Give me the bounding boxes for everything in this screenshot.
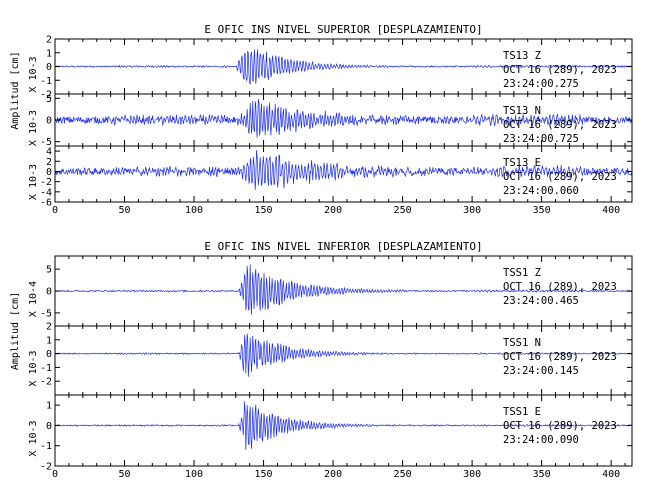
y-tick-label: 1: [46, 401, 52, 412]
chart-title: E OFIC INS NIVEL INFERIOR [DESPLAZAMIENT…: [204, 240, 482, 253]
channel-panel: 420-2-4-6X 10-3 TS13 E OCT 16 (289), 2023 2…: [28, 145, 633, 209]
waveform-trace: [54, 49, 633, 85]
x-tick-label: 350: [533, 205, 551, 216]
y-tick-label: 2: [46, 35, 52, 46]
station-label: TSS1 N: [503, 337, 541, 349]
time-label: 23:24:00.060: [503, 185, 579, 197]
scale-label: X 10-3: [28, 110, 39, 146]
station-label: TS13 E: [503, 157, 541, 169]
x-tick-label: 400: [602, 205, 620, 216]
date-label: OCT 16 (289), 2023: [503, 64, 617, 76]
x-tick-label: 50: [118, 205, 130, 216]
channel-panel: 2 1 0 -1 -2X 10-3 TS13 Z OCT 16 (289), 2023 23:…: [28, 35, 633, 101]
y-tick-label: -5: [40, 308, 52, 319]
y-tick-label: -1: [40, 441, 52, 452]
y-tick-label: 0: [46, 421, 52, 432]
x-tick-label: 250: [394, 469, 412, 480]
scale-label: X 10-3: [28, 164, 39, 200]
date-label: OCT 16 (289), 2023: [503, 281, 617, 293]
waveform-trace: [54, 150, 633, 190]
x-tick-label: 150: [255, 205, 273, 216]
y-tick-label: 5: [46, 265, 52, 276]
panel-frame: [54, 394, 633, 467]
channel-panel: 2 1 0 -1 -2X 10-3 TSS1 N OCT 16 (289), 2023 23:…: [28, 322, 633, 396]
x-tick-label: 0: [52, 469, 58, 480]
time-label: 23:24:00.145: [503, 365, 579, 377]
time-label: 23:24:00.465: [503, 295, 579, 307]
time-label: 23:24:00.275: [503, 78, 579, 90]
y-tick-label: 0: [46, 167, 52, 178]
waveform-trace: [54, 98, 633, 138]
y-tick-label: -6: [40, 198, 52, 209]
chart-title: E OFIC INS NIVEL SUPERIOR [DESPLAZAMIENT…: [204, 23, 482, 36]
station-label: TS13 Z: [503, 50, 541, 62]
y-tick-label: 2: [46, 157, 52, 168]
channel-panel: 5 0 -5X 10-3 TS13 N OCT 16 (289), 2023 23:24:…: [28, 93, 633, 148]
y-tick-label: -2: [40, 177, 52, 188]
x-tick-label: 250: [394, 205, 412, 216]
chart-1: E OFIC INS NIVEL INFERIOR [DESPLAZAMIENT…: [10, 240, 633, 480]
x-tick-label: 100: [185, 205, 203, 216]
scale-label: X 10-3: [28, 350, 39, 386]
y-tick-label: 0: [46, 116, 52, 127]
x-tick-label: 200: [324, 205, 342, 216]
y-tick-label: 0: [46, 62, 52, 73]
x-tick-label: 50: [118, 469, 130, 480]
y-tick-label: -2: [40, 90, 52, 101]
x-tick-label: 300: [463, 469, 481, 480]
y-axis-label: Amplitud [cm]: [10, 292, 21, 370]
date-label: OCT 16 (289), 2023: [503, 171, 617, 183]
scale-label: X 10-4: [28, 281, 39, 317]
y-tick-label: 2: [46, 322, 52, 333]
station-label: TS13 N: [503, 105, 541, 117]
y-tick-label: 0: [46, 287, 52, 298]
y-tick-label: -4: [40, 187, 52, 198]
channel-panel: 1 0 -1 -2X 10-3 TSS1 E OCT 16 (289), 2023 23:2…: [28, 394, 633, 473]
y-tick-label: 4: [46, 147, 52, 158]
x-tick-label: 200: [324, 469, 342, 480]
y-tick-label: -2: [40, 462, 52, 473]
x-tick-label: 150: [255, 469, 273, 480]
station-label: TSS1 Z: [503, 267, 541, 279]
y-axis-label: Amplitud [cm]: [10, 51, 21, 129]
x-tick-label: 400: [602, 469, 620, 480]
waveform-trace: [54, 333, 633, 377]
time-label: 23:24:00.090: [503, 434, 579, 446]
y-tick-label: 1: [46, 335, 52, 346]
x-tick-label: 300: [463, 205, 481, 216]
scale-label: X 10-3: [28, 420, 39, 456]
panel-frame: [54, 145, 633, 203]
x-tick-label: 350: [533, 469, 551, 480]
y-tick-label: -2: [40, 377, 52, 388]
station-label: TSS1 E: [503, 406, 541, 418]
y-tick-label: -1: [40, 363, 52, 374]
y-tick-label: -1: [40, 76, 52, 87]
y-tick-label: -5: [40, 137, 52, 148]
time-label: 23:24:00.725: [503, 133, 579, 145]
x-tick-label: 0: [52, 205, 58, 216]
x-tick-label: 100: [185, 469, 203, 480]
y-tick-label: 1: [46, 48, 52, 59]
waveform-trace: [55, 401, 633, 450]
scale-label: X 10-3: [28, 56, 39, 92]
waveform-trace: [54, 264, 633, 315]
chart-0: E OFIC INS NIVEL SUPERIOR [DESPLAZAMIENT…: [10, 23, 633, 216]
channel-panel: 5 0 -5X 10-4 TSS1 Z OCT 16 (289), 2023 23:24:…: [28, 255, 633, 327]
date-label: OCT 16 (289), 2023: [503, 420, 617, 432]
y-tick-label: 5: [46, 94, 52, 105]
date-label: OCT 16 (289), 2023: [503, 351, 617, 363]
y-tick-label: 0: [46, 349, 52, 360]
date-label: OCT 16 (289), 2023: [503, 119, 617, 131]
